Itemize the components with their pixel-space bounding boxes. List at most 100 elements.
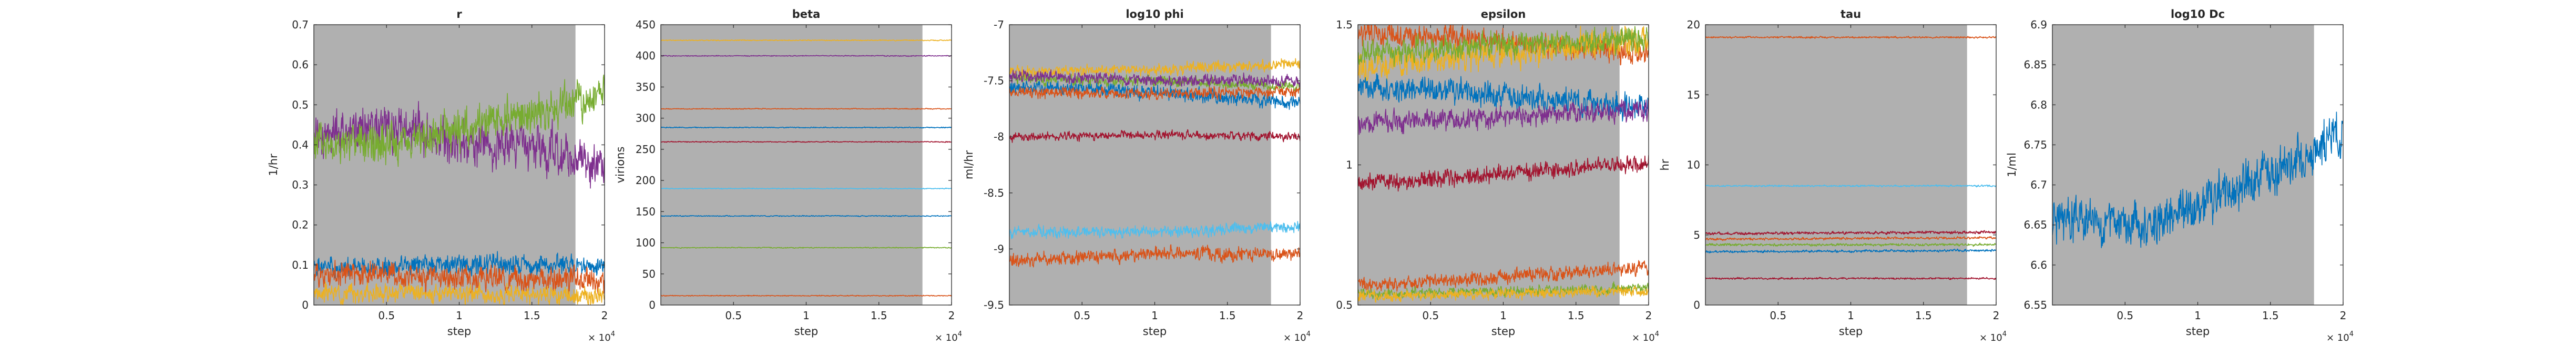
x-exponent-power: 4 (1655, 330, 1659, 338)
y-tick-label: 6.85 (2023, 58, 2047, 71)
x-tick-label: 1 (803, 309, 810, 322)
burn-in-shade (1358, 25, 1620, 305)
x-exponent-base: × 10 (1632, 332, 1655, 343)
series-line-2 (1705, 184, 1996, 188)
x-exponent-power: 4 (611, 330, 615, 338)
y-tick-label: 5 (1693, 229, 1700, 241)
y-tick-label: -7 (994, 18, 1004, 31)
series-line-2 (661, 55, 952, 57)
x-exponent-power: 4 (2349, 330, 2354, 338)
chart-title: beta (792, 8, 820, 21)
burn-in-shade (2052, 25, 2314, 305)
series-line-5 (1009, 69, 1300, 88)
series-line-4 (1009, 85, 1300, 100)
chart-panel-6: 0.5 1 1.5 2 6.55 6.6 6.65 6.7 6.75 6.8 6.85 6.9 log1… (2006, 8, 2354, 343)
x-exponent-power: 4 (958, 330, 962, 338)
y-tick-label: 6.6 (2030, 259, 2047, 271)
x-exponent-base: × 10 (588, 332, 611, 343)
x-tick-label: 1 (456, 309, 463, 322)
series-line-9 (1358, 285, 1649, 303)
x-exponent-label: × 104 (1632, 330, 1659, 343)
y-tick-label: 0.7 (292, 18, 309, 31)
series-line-3 (314, 281, 605, 305)
x-tick-label: 0.5 (725, 309, 742, 322)
y-tick-label: -8.5 (984, 187, 1004, 199)
y-tick-label: 20 (1687, 18, 1700, 31)
series-line-7 (661, 215, 952, 217)
series-line-1 (1705, 36, 1996, 39)
y-tick-label: 6.75 (2023, 138, 2047, 151)
y-tick-label: 0.2 (292, 219, 309, 231)
series-line-5 (314, 74, 605, 167)
x-tick-label: 0.5 (1770, 309, 1786, 322)
series-group (1009, 58, 1300, 268)
x-exponent-base: × 10 (1979, 332, 2002, 343)
x-exponent-base: × 10 (2326, 332, 2349, 343)
y-tick-label: 6.7 (2030, 179, 2047, 191)
series-line-8 (1009, 244, 1300, 268)
x-axis-label: step (447, 325, 471, 338)
series-line-6 (1705, 248, 1996, 253)
y-tick-label: -9 (994, 242, 1004, 255)
x-tick-label: 0.5 (378, 309, 395, 322)
x-tick-label: 1 (1500, 309, 1507, 322)
y-tick-label: 100 (636, 237, 656, 249)
series-line-9 (661, 295, 952, 297)
series-group (1358, 25, 1649, 303)
burn-in-shade (314, 25, 576, 305)
x-tick-label: 1.5 (2262, 309, 2279, 322)
x-tick-label: 1.5 (871, 309, 887, 322)
x-tick-label: 1.5 (1219, 309, 1236, 322)
x-tick-label: 1 (2194, 309, 2201, 322)
y-tick-label: 150 (636, 205, 656, 218)
y-tick-label: 6.8 (2030, 98, 2047, 111)
series-group (2052, 111, 2343, 248)
x-axis-label: step (1143, 325, 1167, 338)
chart-title: log10 phi (1126, 8, 1183, 21)
y-axis-label: 1/hr (267, 154, 280, 176)
series-line-2 (314, 260, 605, 295)
chart-title: r (456, 8, 462, 21)
series-line-7 (1358, 260, 1649, 293)
x-tick-label: 1.5 (1568, 309, 1585, 322)
chart-title: epsilon (1481, 8, 1526, 21)
x-axis-label: step (794, 325, 818, 338)
y-tick-label: -9.5 (984, 299, 1004, 311)
y-axis-label: hr (1659, 159, 1671, 170)
x-exponent-label: × 104 (935, 330, 962, 343)
x-tick-label: 2 (948, 309, 955, 322)
burn-in-shade (1009, 25, 1271, 305)
chart-title: tau (1841, 8, 1861, 21)
x-exponent-power: 4 (1306, 330, 1311, 338)
y-tick-label: 1 (1346, 159, 1353, 171)
x-tick-label: 1.5 (1915, 309, 1932, 322)
series-line-5 (1705, 242, 1996, 247)
chart-panel-1: 0.5 1 1.5 2 0 0.1 0.2 0.3 0.4 0.5 0.6 0.7 r step × 104… (267, 8, 615, 343)
x-exponent-label: × 104 (1283, 330, 1311, 343)
y-tick-label: 0.3 (292, 179, 309, 191)
y-tick-label: 250 (636, 143, 656, 156)
series-line-3 (1358, 73, 1649, 122)
chart-panel-3: 0.5 1 1.5 2 -9.5 -9 -8.5 -8 -7.5 -7 log10 phi step ×… (963, 8, 1311, 343)
y-tick-label: 300 (636, 112, 656, 125)
x-axis-label: step (1491, 325, 1515, 338)
y-tick-label: 6.65 (2023, 219, 2047, 231)
x-exponent-label: × 104 (1979, 330, 2007, 343)
x-axis-label: step (1839, 325, 1863, 338)
x-exponent-base: × 10 (935, 332, 958, 343)
y-tick-label: 200 (636, 174, 656, 187)
series-group (1705, 36, 1996, 280)
x-tick-label: 2 (1297, 309, 1304, 322)
series-line-6 (1358, 155, 1649, 192)
y-tick-label: 450 (636, 18, 656, 31)
y-tick-label: 6.55 (2023, 299, 2047, 311)
y-axis-label: 1/ml (2006, 153, 2018, 177)
series-line-5 (1358, 99, 1649, 135)
series-line-7 (1009, 221, 1300, 239)
series-line-1 (661, 39, 952, 42)
x-tick-label: 2 (1993, 309, 2000, 322)
y-tick-label: 1.5 (1336, 18, 1353, 31)
chart-title: log10 Dc (2171, 8, 2225, 21)
y-tick-label: 0 (302, 299, 309, 311)
